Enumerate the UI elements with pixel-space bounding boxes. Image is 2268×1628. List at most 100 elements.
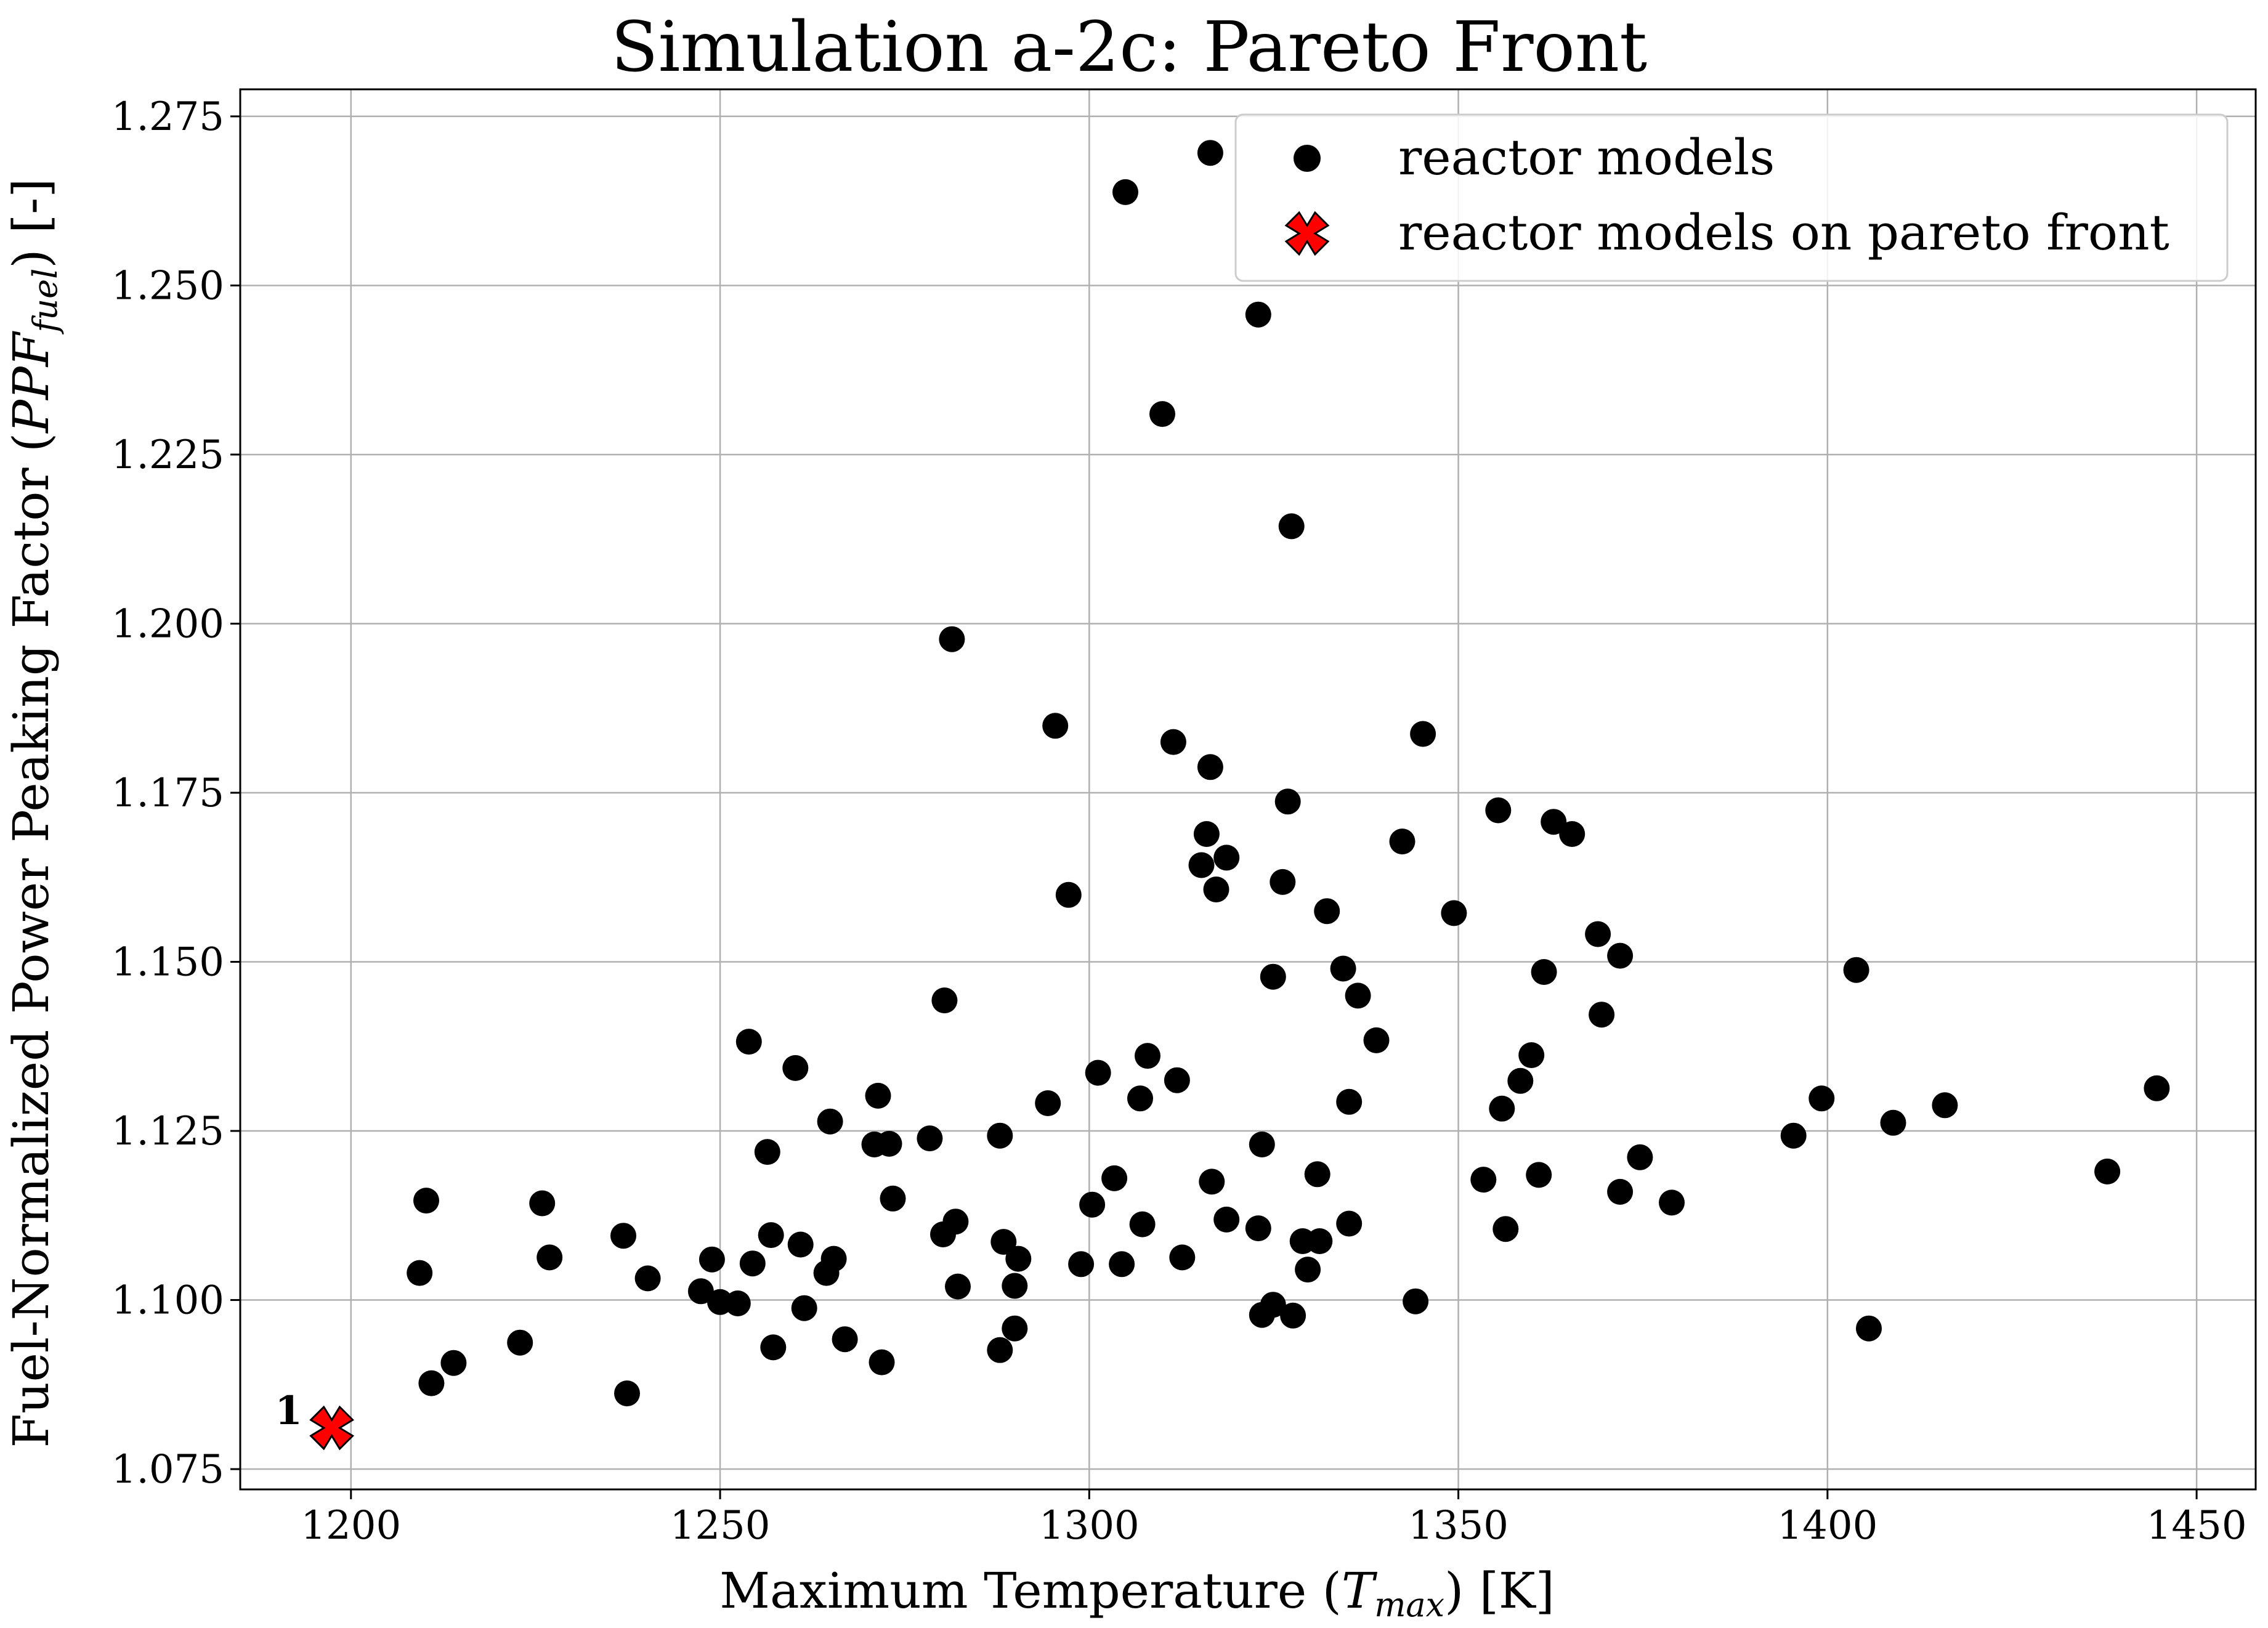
reactor-model-point: [2094, 1158, 2121, 1185]
reactor-model-point: [1585, 921, 1611, 947]
legend-marker-pareto-front: [1284, 211, 1330, 256]
reactor-model-point: [754, 1139, 780, 1165]
reactor-model-point: [939, 626, 965, 652]
reactor-model-point: [1306, 1228, 1333, 1254]
reactor-model-point: [880, 1185, 906, 1212]
x-axis-label-subscript: max: [1374, 1585, 1444, 1624]
y-tick-label: 1.250: [111, 263, 224, 309]
y-axis-label-pre: Fuel-Normalized Power Peaking Factor (: [2, 433, 60, 1448]
reactor-model-point: [1005, 1245, 1032, 1272]
reactor-model-point: [1002, 1273, 1028, 1299]
reactor-model-point: [987, 1337, 1013, 1363]
y-tick-label: 1.150: [111, 940, 224, 986]
reactor-model-point: [1270, 869, 1296, 895]
reactor-model-point: [865, 1082, 891, 1109]
reactor-model-point: [1197, 140, 1223, 166]
reactor-model-point: [1213, 844, 1240, 871]
reactor-model-point: [1085, 1059, 1111, 1086]
reactor-model-point: [1441, 900, 1467, 926]
reactor-model-point: [1002, 1315, 1028, 1342]
y-axis-label-symbol: PPF: [2, 331, 60, 434]
x-axis-label-symbol: T: [1342, 1562, 1378, 1619]
y-axis-label: Fuel-Normalized Power Peaking Factor (PP…: [2, 178, 65, 1448]
y-tick-label: 1.275: [111, 94, 224, 140]
reactor-model-point: [1035, 1090, 1061, 1116]
reactor-model-point: [1203, 877, 1229, 902]
reactor-model-point: [1042, 713, 1069, 739]
x-tick-label: 1250: [670, 1503, 771, 1549]
reactor-model-point: [787, 1231, 814, 1258]
reactor-model-point: [1345, 982, 1371, 1009]
reactor-model-point: [1245, 1215, 1271, 1242]
x-tick-label: 1300: [1039, 1503, 1140, 1549]
reactor-model-point: [945, 1273, 971, 1300]
reactor-model-point: [1055, 881, 1082, 908]
reactor-model-point: [1526, 1162, 1552, 1188]
y-tick-label: 1.225: [111, 432, 224, 478]
reactor-model-point: [1188, 852, 1215, 878]
reactor-model-point: [1780, 1122, 1807, 1149]
reactor-model-point: [1932, 1092, 1958, 1119]
reactor-model-point: [407, 1260, 433, 1286]
reactor-model-point: [1808, 1085, 1835, 1112]
reactor-model-point: [758, 1222, 784, 1249]
reactor-model-point: [1278, 513, 1305, 540]
axis-ticks: 1200 1250 1300 1350 1400 1450 1.075 1.100 1.125 1…: [111, 94, 2247, 1549]
reactor-model-point: [739, 1250, 766, 1277]
reactor-model-point: [782, 1055, 809, 1081]
reactor-model-point: [1079, 1191, 1106, 1218]
reactor-model-point: [1531, 959, 1557, 985]
pareto-point-label: 1: [275, 1388, 302, 1434]
reactor-model-point: [687, 1278, 714, 1305]
reactor-model-point: [1280, 1302, 1306, 1329]
reactor-model-point: [1249, 1132, 1275, 1157]
reactor-model-point: [1485, 797, 1512, 824]
reactor-model-point: [1627, 1144, 1653, 1170]
reactor-model-point: [1193, 821, 1220, 847]
reactor-model-point: [634, 1265, 661, 1292]
reactor-model-point: [1213, 1206, 1240, 1233]
reactor-model-point: [1607, 1178, 1634, 1205]
x-tick-label: 1400: [1777, 1503, 1877, 1549]
y-tick-label: 1.200: [111, 601, 224, 647]
reactor-model-point: [699, 1246, 725, 1273]
reactor-model-point: [990, 1229, 1017, 1255]
reactor-model-point: [1112, 179, 1138, 205]
reactor-model-point: [413, 1188, 439, 1214]
reactor-model-point: [1169, 1244, 1196, 1271]
data-points: [309, 140, 2170, 1451]
reactor-model-point: [1109, 1251, 1135, 1278]
reactor-model-point: [1068, 1251, 1095, 1278]
x-tick-label: 1350: [1408, 1503, 1509, 1549]
x-axis-label-pre: Maximum Temperature (: [719, 1562, 1342, 1619]
y-tick-label: 1.175: [111, 771, 224, 816]
point-annotations: 1: [275, 1388, 302, 1434]
pareto-front-point: [309, 1405, 355, 1451]
reactor-model-point: [1164, 1067, 1190, 1093]
x-axis-label: Maximum Temperature (Tmax) [K]: [719, 1562, 1555, 1624]
reactor-model-point: [1541, 809, 1567, 835]
legend-label-pareto-front: reactor models on pareto front: [1398, 204, 2169, 261]
reactor-model-point: [1363, 1027, 1390, 1053]
reactor-model-point: [1336, 1088, 1363, 1115]
x-axis-label-post: ) [K]: [1444, 1562, 1555, 1619]
chart-title: Simulation a-2c: Pareto Front: [611, 7, 1647, 87]
reactor-model-point: [1260, 963, 1286, 990]
reactor-model-point: [1856, 1315, 1882, 1342]
reactor-model-point: [1127, 1085, 1153, 1112]
reactor-model-point: [1336, 1210, 1363, 1237]
y-tick-label: 1.125: [111, 1109, 224, 1154]
reactor-model-point: [832, 1326, 858, 1353]
reactor-model-point: [1245, 301, 1271, 328]
reactor-model-point: [1880, 1109, 1906, 1136]
reactor-model-point: [1507, 1067, 1534, 1094]
reactor-model-point: [1589, 1002, 1615, 1028]
x-tick-label: 1200: [301, 1503, 401, 1549]
reactor-model-point: [1492, 1216, 1519, 1242]
legend-marker-reactor-models: [1294, 145, 1321, 172]
legend-box: [1234, 113, 2229, 282]
reactor-model-point: [537, 1244, 563, 1271]
reactor-model-point: [440, 1350, 467, 1376]
reactor-model-point: [931, 987, 958, 1014]
plot-frame: [239, 88, 2257, 1491]
